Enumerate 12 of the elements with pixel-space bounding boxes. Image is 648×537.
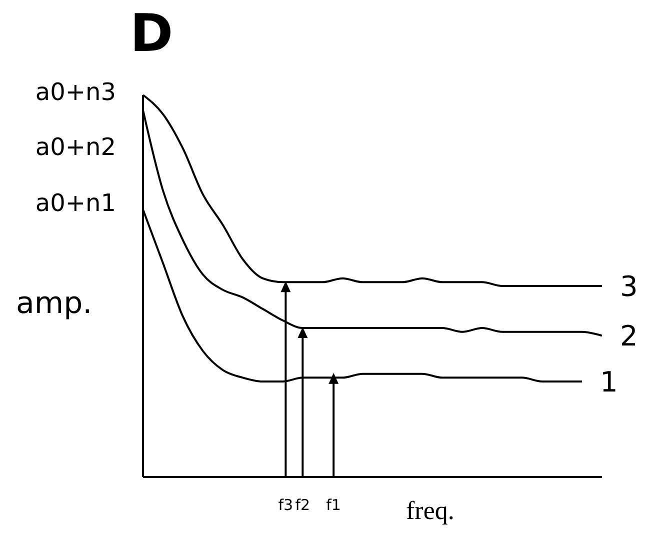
chart-title: D (130, 4, 174, 64)
annotation: f1 (326, 496, 341, 514)
y-axis-title: amp. (16, 286, 92, 321)
series-label: 3 (620, 270, 638, 303)
annotation: f2 (295, 496, 310, 514)
text: a0+n2 (35, 133, 116, 161)
x-axis-title: freq. (406, 496, 454, 526)
annotation: f3 (278, 496, 294, 514)
text: a0+n3 (35, 78, 116, 106)
text: a0+n1 (35, 189, 116, 217)
series-label: 1 (600, 366, 618, 398)
series-label: 2 (620, 320, 638, 353)
